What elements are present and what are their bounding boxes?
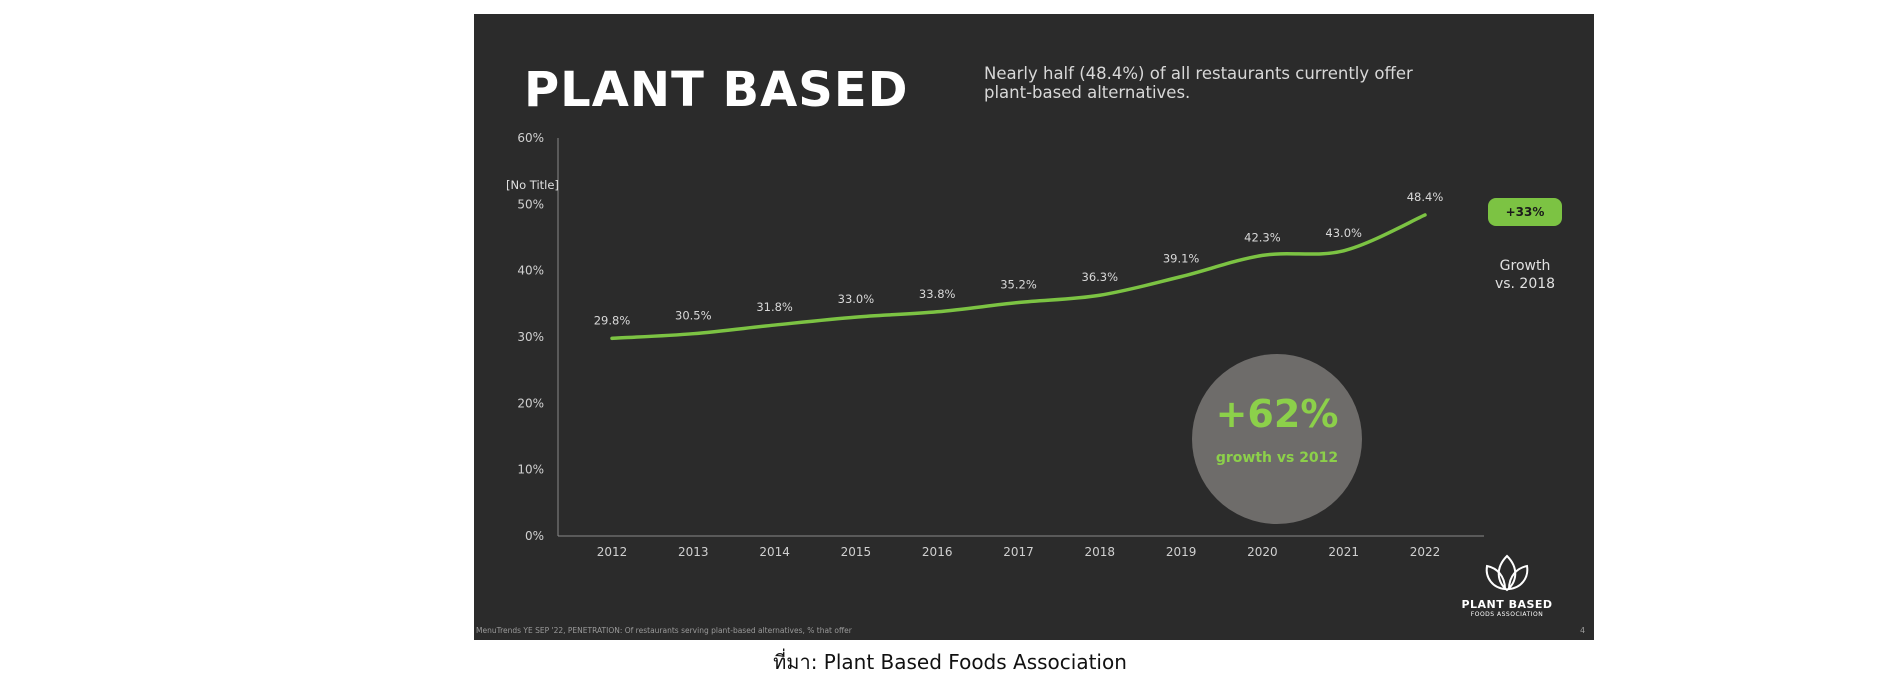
slide-subtitle: Nearly half (48.4%) of all restaurants c… [984, 64, 1484, 102]
subtitle-line-1: Nearly half (48.4%) of all restaurants c… [984, 64, 1413, 83]
data-point [1423, 213, 1427, 217]
y-tick-label: 60% [517, 131, 544, 145]
data-label: 33.8% [919, 287, 956, 301]
data-label: 31.8% [756, 300, 793, 314]
data-label: 48.4% [1407, 190, 1444, 204]
data-point [773, 323, 777, 327]
y-tick-label: 50% [517, 197, 544, 211]
x-tick-label: 2016 [922, 545, 953, 559]
growth-badge-caption: Growth vs. 2018 [1484, 257, 1566, 293]
x-tick-label: 2014 [759, 545, 790, 559]
data-label: 29.8% [594, 313, 631, 327]
data-label: 39.1% [1163, 252, 1200, 266]
page-number: 4 [1580, 626, 1586, 635]
data-label: 36.3% [1082, 270, 1119, 284]
x-tick-label: 2012 [597, 545, 628, 559]
logo-name: PLANT BASED [1461, 598, 1553, 611]
data-label: 30.5% [675, 309, 712, 323]
x-tick-label: 2019 [1166, 545, 1197, 559]
source-caption: ที่มา: Plant Based Foods Association [773, 650, 1127, 674]
badge-caption-line-2: vs. 2018 [1494, 276, 1556, 292]
y-tick-label: 20% [517, 396, 544, 410]
data-point [935, 310, 939, 314]
growth-badge: +33% [1488, 198, 1562, 226]
data-point [1342, 249, 1346, 253]
y-tick-label: 0% [525, 529, 544, 543]
x-tick-label: 2021 [1328, 545, 1359, 559]
data-point [610, 336, 614, 340]
data-point [1098, 293, 1102, 297]
slide-title: PLANT BASED [524, 62, 909, 118]
chart-title: [No Title] [506, 178, 559, 192]
x-tick-label: 2022 [1410, 545, 1441, 559]
data-label: 33.0% [838, 292, 875, 306]
x-tick-label: 2018 [1085, 545, 1116, 559]
x-tick-label: 2020 [1247, 545, 1278, 559]
y-tick-label: 30% [517, 330, 544, 344]
data-point [1260, 253, 1264, 257]
x-tick-label: 2013 [678, 545, 709, 559]
leaf-icon [1485, 554, 1529, 592]
line-chart: 0% 10% 20% 30% 40% 50% 60% 2012 2013 2014 2015 2016… [506, 131, 1484, 559]
y-tick-label: 10% [517, 463, 544, 477]
badge-caption-line-1: Growth [1499, 258, 1551, 274]
data-point [691, 332, 695, 336]
plant-based-foods-logo: PLANT BASED FOODS ASSOCIATION [1452, 552, 1562, 618]
data-label: 43.0% [1325, 226, 1362, 240]
data-point [1179, 275, 1183, 279]
data-label: 35.2% [1000, 278, 1037, 292]
growth-circle: +62% growth vs 2012 [1192, 354, 1362, 524]
logo-subtitle: FOODS ASSOCIATION [1470, 611, 1544, 618]
footnote: MenuTrends YE SEP '22, PENETRATION: Of r… [476, 626, 852, 635]
growth-circle-value: +62% [1215, 392, 1339, 436]
chart-series [610, 213, 1427, 341]
x-tick-label: 2015 [841, 545, 872, 559]
growth-circle-text: growth vs 2012 [1215, 450, 1339, 466]
data-point [854, 315, 858, 319]
chart-data-labels: 29.8% 30.5% 31.8% 33.0% 33.8% 35.2% 36.3% 39.1%… [594, 190, 1444, 327]
data-point [1017, 301, 1020, 305]
subtitle-line-2: plant-based alternatives. [984, 83, 1191, 102]
x-tick-label: 2017 [1003, 545, 1034, 559]
chart-axes: 0% 10% 20% 30% 40% 50% 60% 2012 2013 2014 2015 2016… [517, 131, 1484, 559]
slide: PLANT BASED Nearly half (48.4%) of all r… [474, 14, 1594, 640]
data-label: 42.3% [1244, 230, 1281, 244]
y-tick-label: 40% [517, 264, 544, 278]
